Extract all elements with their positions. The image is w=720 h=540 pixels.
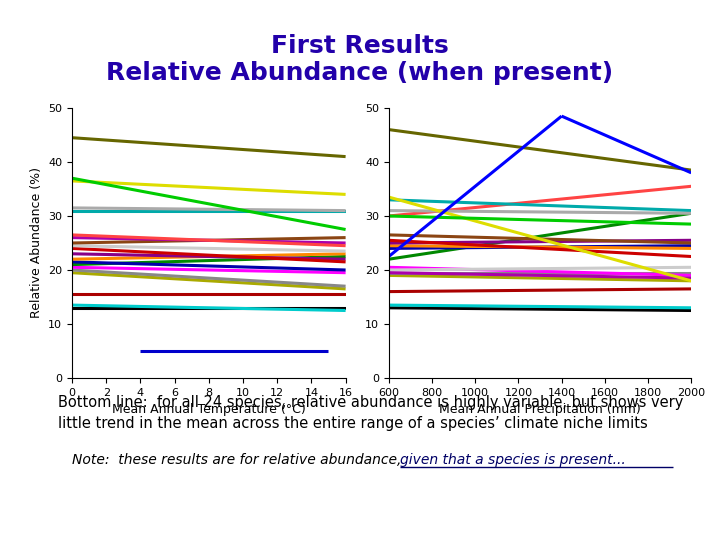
X-axis label: Mean Annual Temperature (°C): Mean Annual Temperature (°C) xyxy=(112,403,306,416)
Y-axis label: Relative Abundance (%): Relative Abundance (%) xyxy=(30,167,42,319)
Text: First Results: First Results xyxy=(271,34,449,58)
Text: given that a species is present...: given that a species is present... xyxy=(400,453,626,467)
X-axis label: Mean Annual Precipitation (mm): Mean Annual Precipitation (mm) xyxy=(439,403,641,416)
Text: little trend in the mean across the entire range of a species’ climate niche lim: little trend in the mean across the enti… xyxy=(58,416,647,431)
Text: Note:  these results are for relative abundance,: Note: these results are for relative abu… xyxy=(72,453,406,467)
Text: Bottom line:  for all 24 species, relative abundance is highly variable, but sho: Bottom line: for all 24 species, relativ… xyxy=(58,395,683,410)
Text: Relative Abundance (when present): Relative Abundance (when present) xyxy=(107,61,613,85)
